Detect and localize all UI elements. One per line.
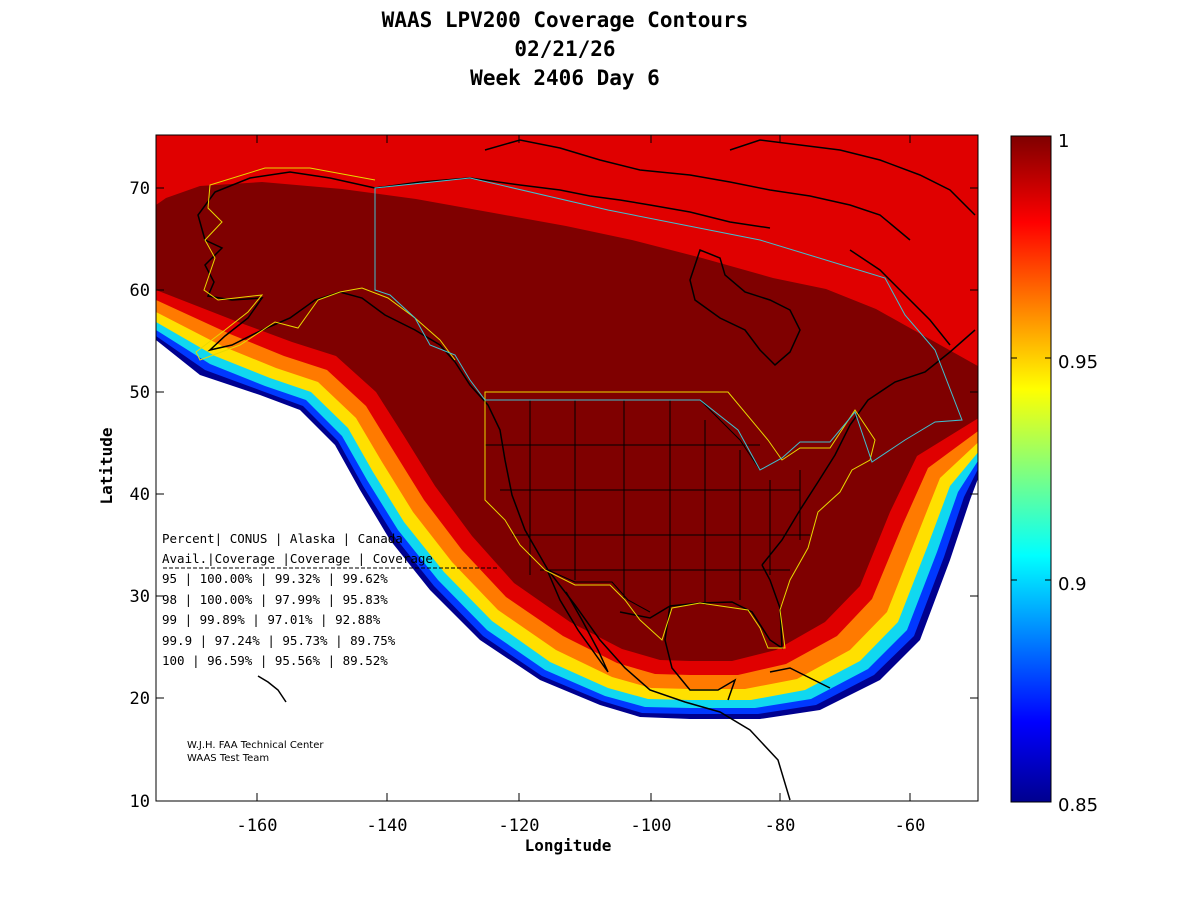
boundary-conus [484,391,876,649]
colorbar-tick-label: 0.85 [1058,795,1098,816]
y-tick-label: 10 [130,792,150,812]
y-tick-label: 20 [130,689,150,709]
coast-labrador [849,249,951,346]
y-axis-label: Latitude [97,427,116,504]
coast-pacific [454,361,791,801]
colorbar-tick-label: 0.9 [1058,574,1087,595]
credit-line-1: W.J.H. FAA Technical Center [187,740,324,751]
title-line-3: Week 2406 Day 6 [470,66,660,90]
coast-gulf [619,564,783,650]
y-tick-label: 60 [130,281,150,301]
x-tick-label: -120 [499,816,540,836]
x-tick-label: -160 [237,816,278,836]
coast-baja [547,571,609,673]
coverage-stats-table: Percent| CONUS | Alaska | Canada Avail.|… [162,531,498,668]
chart-title: WAAS LPV200 Coverage Contours 02/21/26 W… [300,6,830,93]
colorbar-tick-labels: 0.85 0.9 0.95 1 [1058,131,1098,816]
stats-header-1: Percent| CONUS | Alaska | Canada [162,531,403,546]
x-tick-label: -60 [895,816,926,836]
stats-row: 98 | 100.00% | 97.99% | 95.83% [162,592,388,607]
stats-row: 99 | 99.89% | 97.01% | 92.88% [162,612,381,627]
colorbar-tick-marks [1011,135,1051,803]
y-tick-label: 50 [130,383,150,403]
y-tick-label: 30 [130,587,150,607]
x-tick-labels: -160 -140 -120 -100 -80 -60 [237,816,926,836]
colorbar-tick-label: 0.95 [1058,352,1098,373]
colorbar [1010,135,1052,803]
coast-cuba [769,667,831,689]
y-tick-marks [156,187,978,802]
colorbar-ticks [1011,135,1051,803]
coast-hawaii [257,675,287,703]
credit-line-2: WAAS Test Team [187,753,269,764]
coastlines [197,139,976,801]
coast-arctic-islands [484,139,911,241]
coast-atlantic [761,329,976,566]
stats-row: 100 | 96.59% | 95.56% | 89.52% [162,653,388,668]
colorbar-tick-label: 1 [1058,131,1069,152]
x-tick-marks [256,135,911,801]
boundary-canada [374,177,963,471]
coast-mexico-gulf [664,605,737,701]
stats-header-2: Avail.|Coverage |Coverage | Coverage [162,551,433,566]
coast-hudson-bay [689,249,801,367]
title-line-2: 02/21/26 [514,37,616,61]
coast-alaska [197,171,456,363]
boundary-alaska [195,167,456,361]
x-axis-label: Longitude [525,836,612,855]
service-boundaries [195,167,963,649]
stats-row: 99.9 | 97.24% | 95.73% | 89.75% [162,633,396,648]
coverage-contours [156,135,978,719]
y-tick-label: 70 [130,179,150,199]
x-tick-label: -80 [765,816,796,836]
axis-ticks [156,135,978,802]
x-tick-label: -140 [367,816,408,836]
coast-greenland [729,139,976,216]
plot-frame [155,134,979,802]
y-tick-labels: 10 20 30 40 50 60 70 [130,179,150,812]
state-lines-h [485,444,810,571]
title-line-1: WAAS LPV200 Coverage Contours [381,8,749,32]
y-tick-label: 40 [130,485,150,505]
x-tick-label: -100 [631,816,672,836]
stats-row: 95 | 100.00% | 99.32% | 99.62% [162,571,388,586]
border-us-mexico [547,569,651,613]
credit-text: W.J.H. FAA Technical Center WAAS Test Te… [187,740,324,764]
